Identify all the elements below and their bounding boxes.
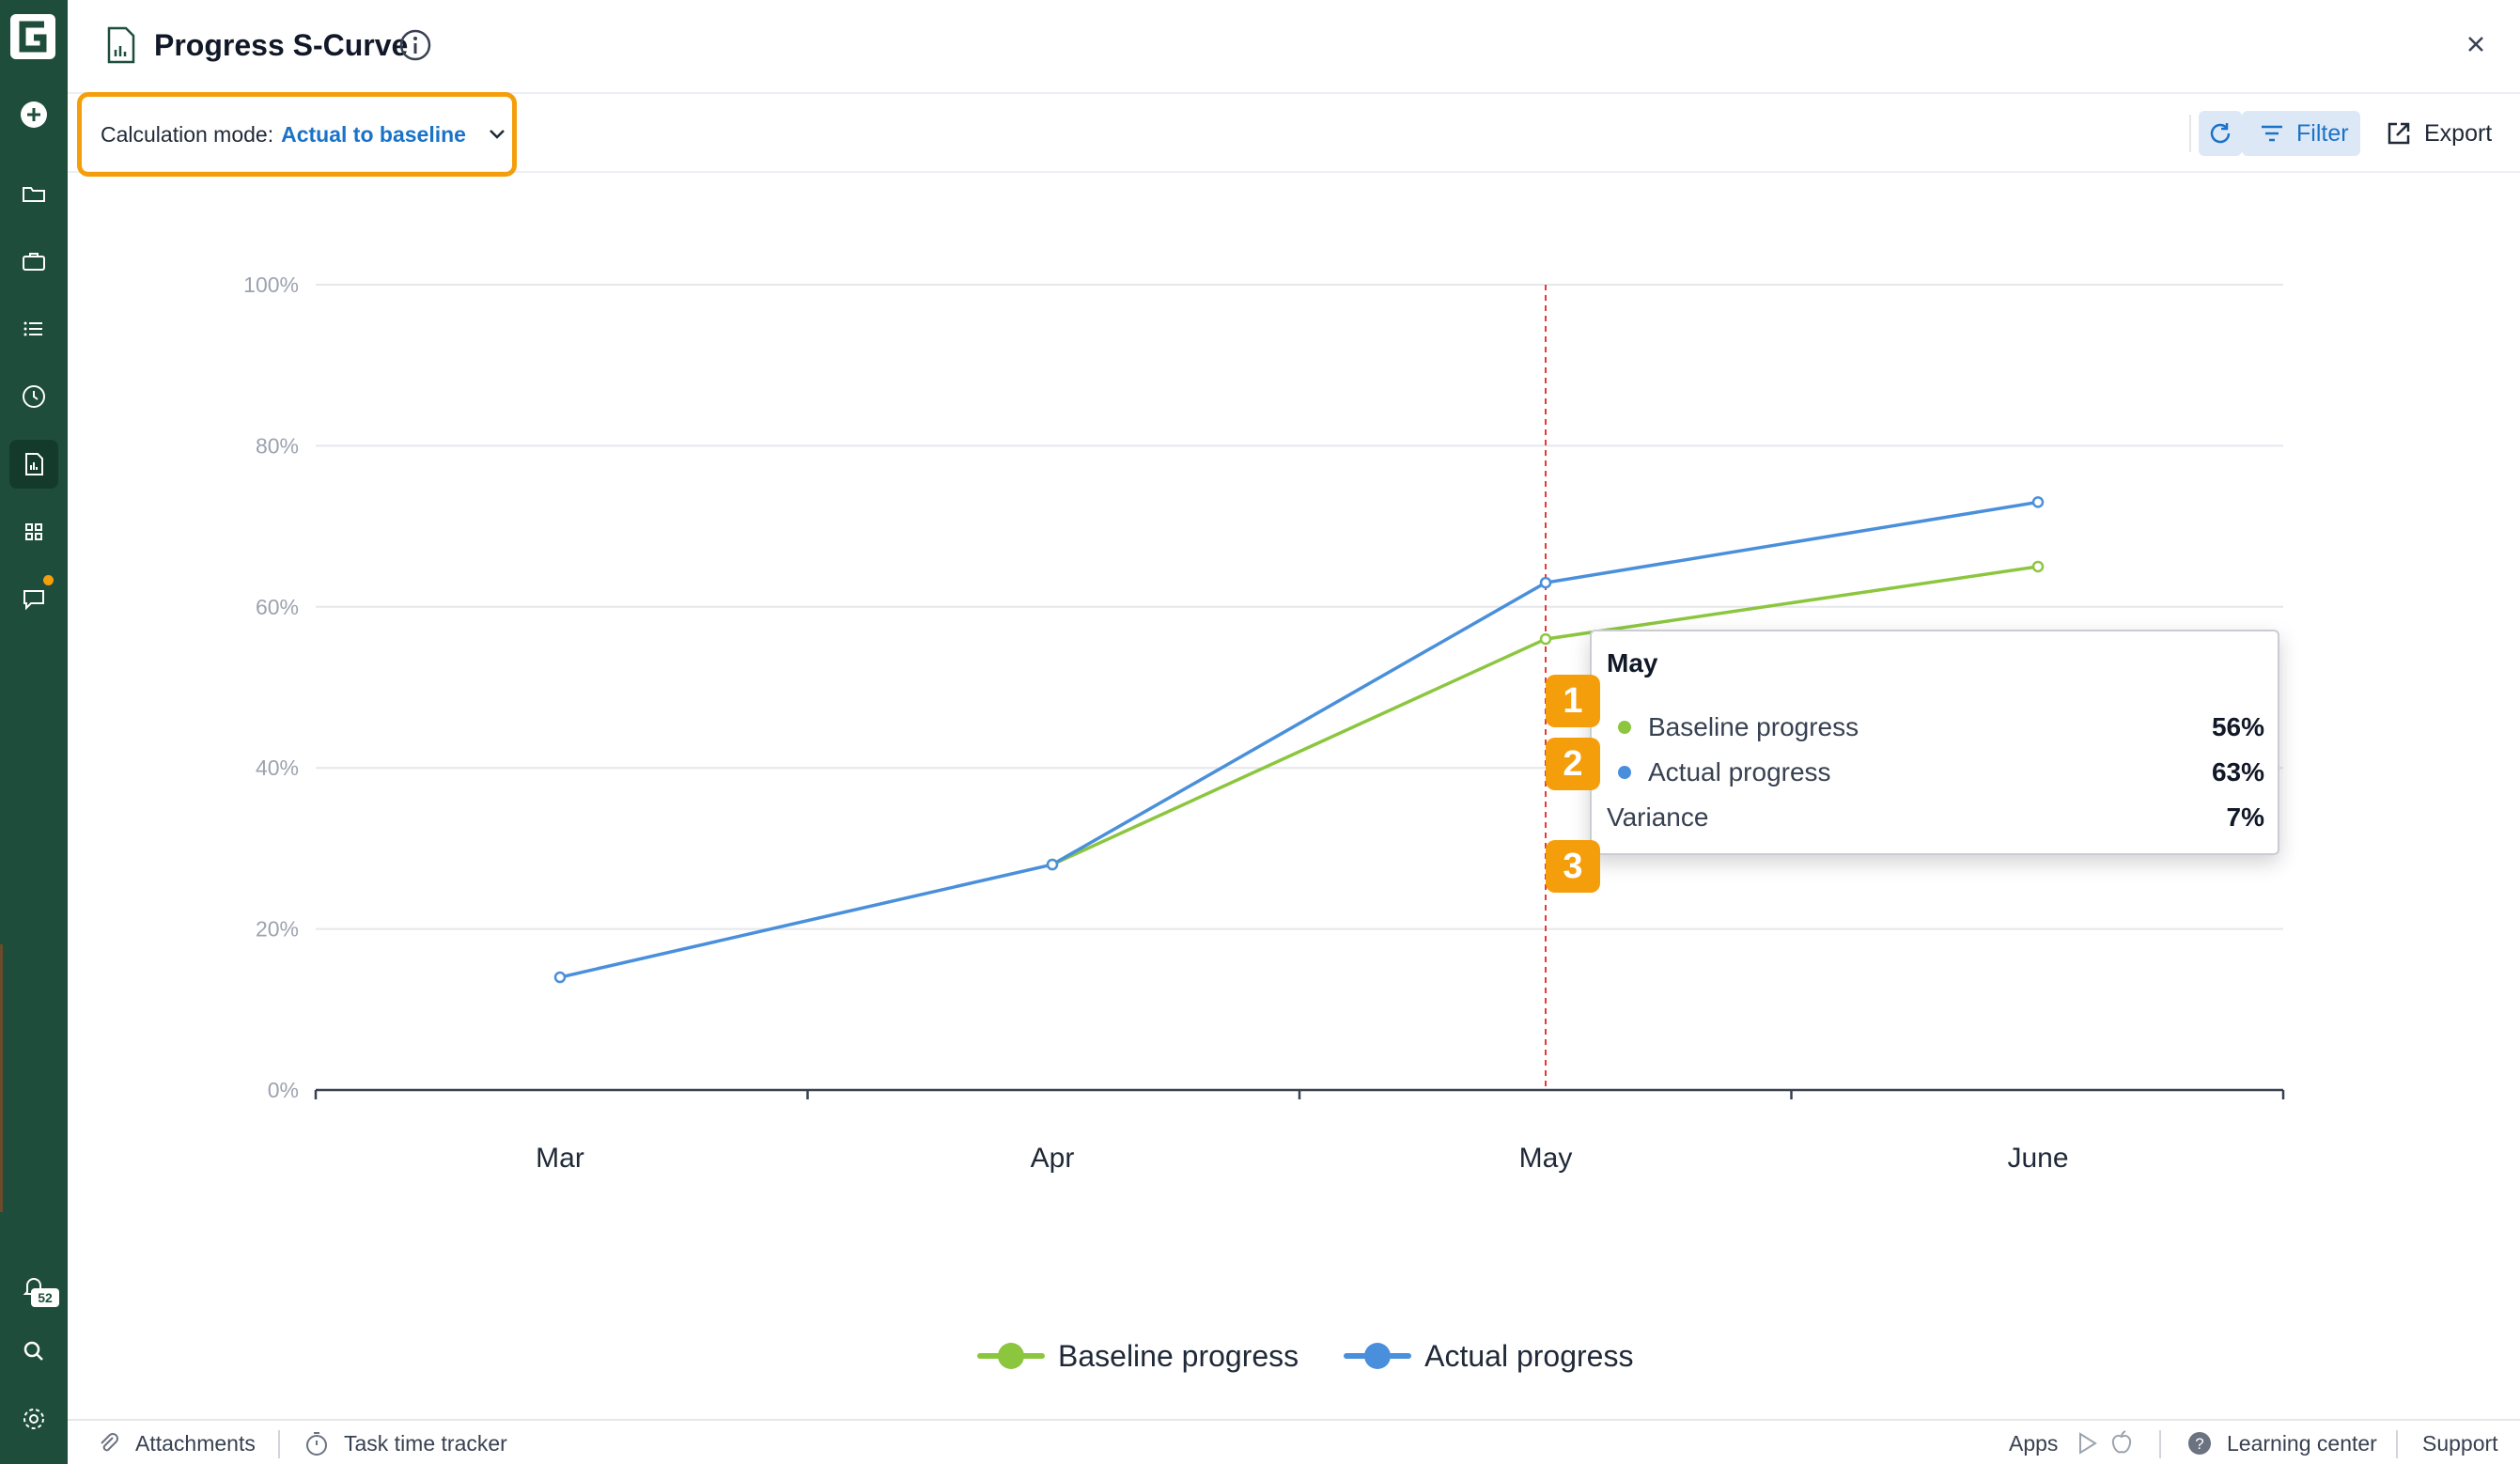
search-icon[interactable]: [0, 1323, 68, 1379]
google-play-icon[interactable]: [2075, 1430, 2101, 1456]
y-tick-label: 40%: [256, 755, 299, 780]
chevron-down-icon: [490, 130, 505, 139]
tooltip-variance-label: Variance: [1607, 802, 1709, 832]
calculation-mode-value: Actual to baseline: [281, 121, 466, 147]
baseline-progress-point: [1539, 632, 1552, 646]
add-icon[interactable]: [0, 86, 68, 143]
info-icon[interactable]: [398, 28, 432, 62]
folder-icon[interactable]: [0, 165, 68, 222]
apps-grid-icon[interactable]: [0, 504, 68, 560]
chart-toolbar: Calculation mode: Actual to baseline Fil…: [68, 92, 2520, 177]
baseline-dot-icon: [1618, 721, 1631, 734]
attachments-label: Attachments: [135, 1430, 256, 1456]
close-icon[interactable]: [2462, 30, 2490, 58]
support-button[interactable]: Support: [2422, 1421, 2498, 1464]
report-document-icon: [107, 26, 135, 64]
filter-button[interactable]: Filter: [2242, 111, 2360, 156]
svg-text:?: ?: [2195, 1435, 2203, 1453]
export-icon: [2388, 122, 2410, 145]
actual-progress-point: [1539, 576, 1552, 589]
attachments-button[interactable]: Attachments: [94, 1421, 256, 1464]
tooltip-baseline-label: Baseline progress: [1648, 712, 1859, 741]
tooltip-baseline-value: 56%: [2211, 712, 2264, 741]
left-rail: 52: [0, 0, 68, 1464]
footer-divider: [2159, 1430, 2161, 1458]
tooltip-variance-value: 7%: [2226, 802, 2264, 832]
notification-count-badge: 52: [31, 1288, 59, 1307]
x-tick-label: May: [1519, 1143, 1573, 1174]
legend-baseline-label: Baseline progress: [1058, 1338, 1299, 1373]
legend-actual-symbol: [1344, 1342, 1412, 1370]
settings-gear-icon[interactable]: [0, 1391, 68, 1447]
x-tick-label: June: [2007, 1143, 2068, 1174]
footer-bar: Attachments Task time tracker Apps ? Lea…: [68, 1419, 2520, 1464]
y-tick-label: 20%: [256, 917, 299, 942]
tooltip-row-actual: Actual progress 63%: [1607, 754, 2264, 791]
clock-icon[interactable]: [0, 368, 68, 425]
actual-dot-icon: [1618, 766, 1631, 779]
chart-legend: Baseline progress Actual progress: [977, 1332, 1678, 1379]
help-icon: ?: [2188, 1432, 2211, 1455]
y-tick-label: 0%: [268, 1078, 299, 1102]
app-logo-icon[interactable]: [9, 13, 56, 60]
support-label: Support: [2422, 1430, 2498, 1456]
paperclip-icon: [101, 1433, 118, 1452]
actual-progress-point: [553, 971, 567, 984]
refresh-button[interactable]: [2199, 111, 2242, 156]
page-title: Progress S-Curve: [154, 28, 409, 62]
learning-center-button[interactable]: ? Learning center: [2186, 1421, 2377, 1464]
export-label: Export: [2424, 119, 2493, 147]
toolbar-divider: [2189, 115, 2191, 152]
y-tick-label: 80%: [256, 433, 299, 458]
footer-divider: [278, 1430, 280, 1458]
actual-progress-line: [559, 500, 2039, 979]
tooltip-actual-label: Actual progress: [1648, 757, 1831, 787]
tooltip-row-baseline: Baseline progress 56%: [1607, 709, 2264, 746]
apple-icon[interactable]: [2108, 1428, 2135, 1456]
stopwatch-icon: [306, 1432, 327, 1456]
briefcase-icon[interactable]: [0, 233, 68, 289]
tooltip-actual-value: 63%: [2211, 757, 2264, 787]
y-tick-label: 100%: [243, 273, 299, 297]
apps-label: Apps: [2009, 1430, 2059, 1456]
legend-actual-label: Actual progress: [1424, 1338, 1634, 1373]
tooltip-title: May: [1607, 648, 1658, 677]
footer-divider: [2396, 1430, 2398, 1458]
actual-progress-point: [1046, 858, 1059, 871]
filter-label: Filter: [2296, 119, 2349, 147]
rail-accent-strip: [0, 944, 3, 1212]
apps-button[interactable]: Apps: [2009, 1421, 2058, 1464]
y-tick-label: 60%: [256, 595, 299, 619]
chart-tooltip: May Baseline progress 56% Actual progres…: [1590, 630, 2279, 855]
actual-progress-point: [2031, 496, 2045, 508]
x-tick-label: Mar: [536, 1143, 584, 1174]
calculation-mode-label: Calculation mode:: [101, 121, 274, 147]
page-header: Progress S-Curve: [68, 0, 2520, 94]
reports-icon[interactable]: [0, 436, 68, 492]
legend-baseline-symbol: [977, 1342, 1045, 1370]
baseline-progress-point: [2031, 560, 2045, 573]
chat-unread-dot: [43, 575, 54, 585]
learning-center-label: Learning center: [2227, 1430, 2377, 1456]
calculation-mode-dropdown[interactable]: Calculation mode: Actual to baseline: [77, 92, 517, 177]
callout-marker-3: 3: [1546, 840, 1600, 893]
export-button[interactable]: Export: [2385, 111, 2492, 156]
callout-marker-2: 2: [1546, 738, 1600, 790]
refresh-icon: [2210, 123, 2231, 144]
task-time-tracker-label: Task time tracker: [344, 1430, 507, 1456]
task-time-tracker-button[interactable]: Task time tracker: [303, 1421, 507, 1464]
callout-marker-1: 1: [1546, 675, 1600, 727]
chat-icon[interactable]: [0, 571, 68, 628]
legend-item-baseline[interactable]: Baseline progress: [977, 1339, 1299, 1374]
tooltip-row-variance: Variance 7%: [1607, 799, 2264, 836]
legend-item-actual[interactable]: Actual progress: [1344, 1339, 1633, 1374]
list-icon[interactable]: [0, 301, 68, 357]
filter-icon: [2262, 125, 2282, 142]
x-tick-label: Apr: [1031, 1143, 1075, 1174]
